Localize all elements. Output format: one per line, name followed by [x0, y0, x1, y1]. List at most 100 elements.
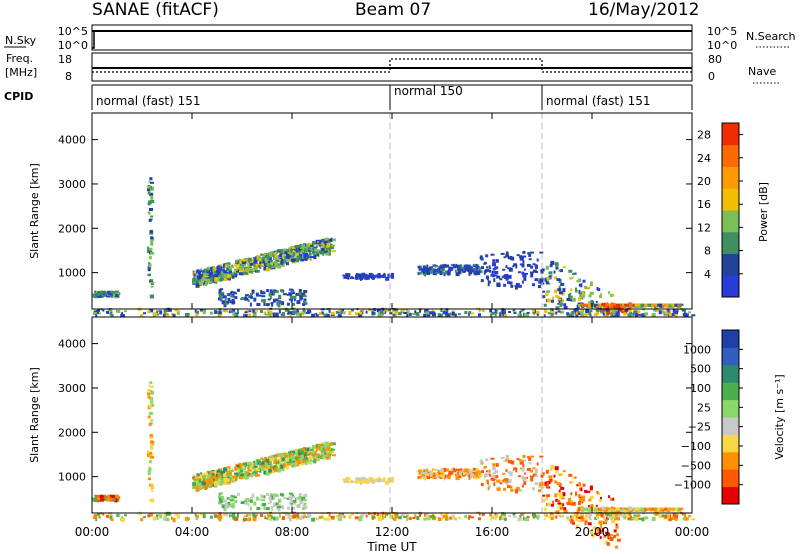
velocity-cell — [524, 477, 527, 482]
power-cell — [432, 268, 436, 272]
velocity-cell — [546, 494, 551, 498]
velocity-cell — [579, 513, 584, 517]
velocity-cell — [198, 479, 202, 483]
velocity-cell — [268, 516, 272, 520]
power-cell — [522, 312, 525, 317]
power-cell — [252, 309, 256, 313]
power-cell — [261, 291, 264, 295]
power-cell — [507, 281, 511, 285]
power-cell — [614, 305, 617, 308]
velocity-cell — [575, 524, 579, 528]
velocity-cell — [148, 384, 151, 387]
velocity-cell — [204, 472, 209, 476]
velocity-cell — [376, 479, 381, 483]
power-cell — [249, 302, 252, 307]
velocity-cell — [310, 451, 315, 455]
power-cell — [535, 310, 540, 315]
velocity-cell — [447, 475, 451, 479]
velocity-cell — [226, 505, 230, 507]
power-cell — [447, 313, 451, 317]
power-cell — [214, 277, 219, 282]
power-cell — [237, 309, 239, 313]
power-cell — [201, 277, 206, 282]
power-cell — [231, 298, 235, 303]
power-cell — [253, 311, 257, 314]
power-cell — [596, 287, 599, 290]
velocity-cell — [230, 495, 233, 499]
power-cell — [653, 303, 657, 307]
velocity-cell — [205, 486, 209, 490]
velocity-cell — [278, 504, 282, 508]
velocity-cell — [299, 517, 302, 521]
velocity-cell — [267, 465, 271, 468]
power-cell — [150, 242, 154, 246]
power-cell — [682, 313, 686, 317]
velocity-cell — [320, 452, 325, 456]
power-cell — [278, 309, 281, 314]
power-cell — [309, 256, 314, 258]
power-cell — [519, 310, 522, 314]
velocity-cell — [588, 514, 593, 517]
velocity-cell — [624, 507, 628, 511]
power-cell — [627, 313, 632, 317]
velocity-cell — [558, 495, 563, 499]
power-cell — [513, 311, 517, 314]
power-cell — [254, 262, 258, 265]
velocity-cell — [672, 512, 676, 517]
power-cell — [543, 303, 547, 307]
velocity-cell — [314, 458, 319, 461]
power-cell — [280, 289, 283, 293]
power-cell — [292, 289, 295, 292]
nsearch-tick-top: 10^5 — [707, 25, 737, 38]
power-cell — [287, 258, 290, 262]
power-cell — [296, 259, 300, 263]
velocity-cell — [519, 459, 523, 463]
velocity-cell — [95, 495, 98, 498]
velocity-cell — [227, 501, 231, 505]
velocity-cell — [148, 404, 152, 409]
power-cell — [491, 270, 496, 274]
velocity-cell — [120, 517, 125, 522]
power-cell — [549, 264, 553, 268]
velocity-cell — [371, 479, 375, 484]
velocity-cell — [315, 518, 319, 521]
velocity-cell — [326, 442, 330, 447]
velocity-cell — [320, 444, 324, 447]
velocity-cell — [575, 491, 577, 496]
power-cell — [532, 283, 535, 287]
velocity-cell — [249, 506, 252, 511]
velocity-cell — [267, 502, 271, 505]
power-cell — [232, 274, 235, 278]
velocity-cell — [301, 501, 304, 504]
power-cell — [260, 309, 263, 313]
velocity-cell — [544, 513, 548, 517]
velocity-cell — [547, 481, 549, 485]
velocity-colorbar-block — [722, 347, 739, 366]
velocity-cell — [302, 499, 307, 502]
velocity-cell — [621, 515, 625, 518]
power-cell — [610, 293, 614, 297]
velocity-cell — [264, 516, 267, 520]
power-cell — [292, 292, 296, 295]
velocity-cell — [509, 485, 513, 489]
velocity-cell — [165, 518, 170, 522]
power-cell — [255, 292, 259, 297]
velocity-cell — [147, 450, 150, 454]
velocity-cell — [289, 450, 292, 454]
velocity-cell — [528, 457, 532, 461]
velocity-cell — [326, 517, 330, 521]
power-cell — [320, 249, 323, 253]
velocity-cell — [691, 518, 696, 521]
power-cell — [628, 309, 632, 313]
velocity-cell — [624, 513, 628, 517]
velocity-cell — [264, 463, 268, 467]
velocity-cell — [290, 494, 294, 496]
power-cell — [331, 238, 336, 242]
power-cell — [268, 251, 272, 255]
velocity-cell — [277, 506, 282, 509]
velocity-cell — [287, 456, 291, 461]
power-cell — [342, 309, 344, 311]
velocity-cell — [532, 487, 535, 491]
power-ytick-label: 2000 — [58, 222, 86, 235]
power-cell — [572, 273, 575, 276]
